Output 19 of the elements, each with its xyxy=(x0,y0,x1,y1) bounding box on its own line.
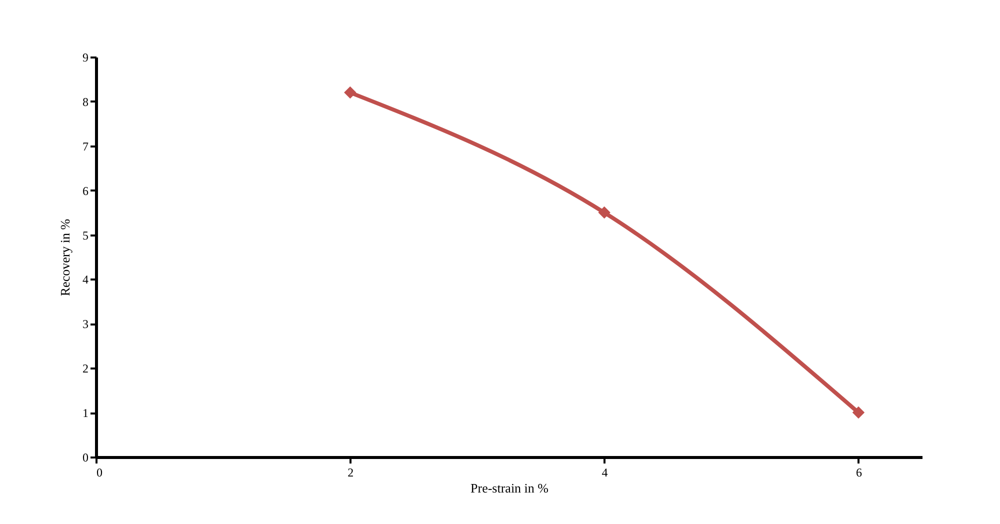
y-tick-label: 6 xyxy=(82,184,88,198)
y-tick-label: 2 xyxy=(82,362,88,376)
y-tick-label: 7 xyxy=(82,139,88,154)
point xyxy=(852,406,865,419)
y-tick-label: 8 xyxy=(82,94,88,109)
y-tick-label: 5 xyxy=(82,228,88,242)
y-axis-title: Recovery in % xyxy=(58,218,72,296)
x-tick-label: 6 xyxy=(856,466,862,480)
y-tick-label: 1 xyxy=(82,406,88,420)
x-tick-label: 4 xyxy=(602,466,608,480)
y-tick-label: 9 xyxy=(82,50,88,64)
y-tick-label: 3 xyxy=(82,317,88,332)
point xyxy=(598,206,610,219)
x-axis-title: Pre-strain in % xyxy=(470,480,549,496)
y-tick-label: 4 xyxy=(82,272,88,287)
x-tick-label: 0 xyxy=(96,466,102,480)
x-tick-label: 2 xyxy=(348,466,354,480)
point xyxy=(344,86,356,99)
y-tick-label: 0 xyxy=(82,450,88,464)
